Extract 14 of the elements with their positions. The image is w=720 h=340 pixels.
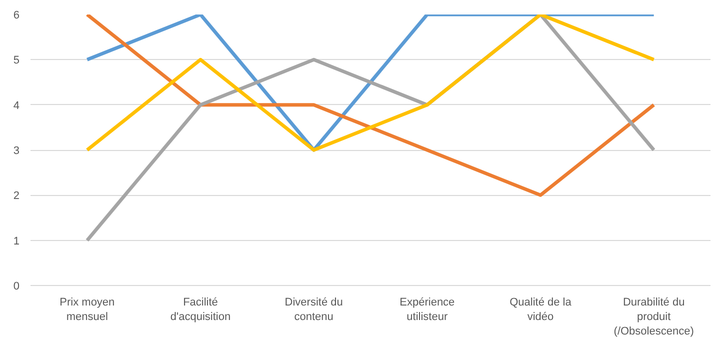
x-tick-label: Diversité du contenu — [284, 296, 343, 323]
y-tick-label: 3 — [13, 145, 20, 157]
x-tick-label: Facilité d'acquisition — [170, 296, 231, 323]
x-tick-label: Qualité de la vidéo — [510, 296, 572, 323]
x-tick-label: Durabilité du produit (/Obsolescence) — [614, 296, 694, 338]
y-tick-label: 5 — [13, 54, 20, 67]
x-tick-label: Expérience utilisteur — [400, 296, 455, 323]
y-tick-label: 4 — [13, 100, 20, 112]
y-tick-label: 6 — [13, 10, 20, 22]
line-series — [85, 14, 656, 197]
y-tick-label: 0 — [13, 280, 20, 292]
y-tick-label: 1 — [13, 235, 20, 248]
x-tick-label: Prix moyen mensuel — [60, 296, 115, 323]
y-tick-label: 2 — [13, 190, 20, 202]
